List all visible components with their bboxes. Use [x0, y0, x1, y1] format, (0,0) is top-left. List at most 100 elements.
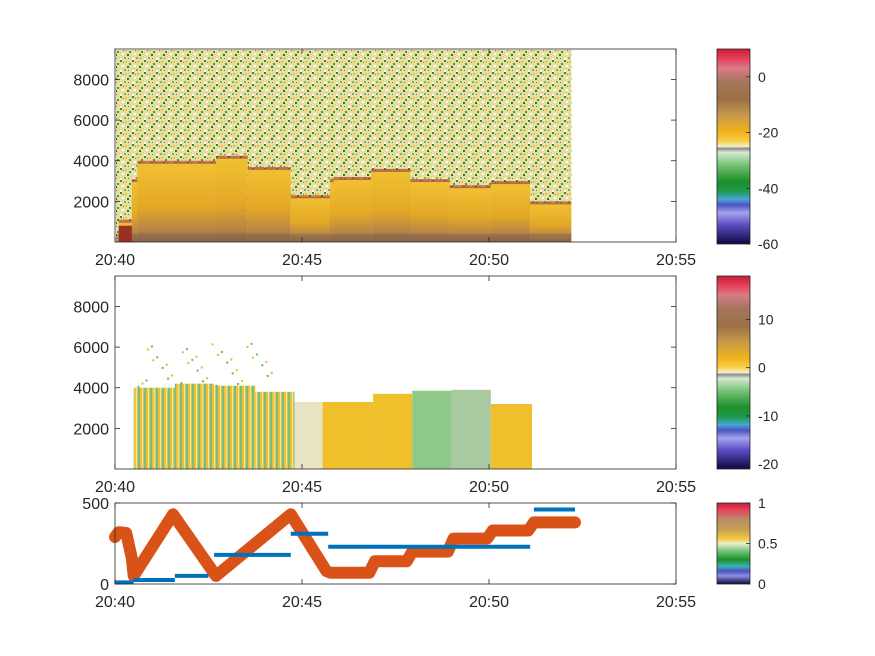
colorbar-tick-label: 0: [758, 360, 766, 376]
velocity-segment: [133, 387, 175, 469]
velocity-segment: [373, 393, 413, 469]
x-tick-label: 20:45: [282, 479, 322, 496]
y-tick-label: 2000: [73, 421, 109, 438]
x-tick-label: 20:40: [95, 252, 135, 269]
colorbar: [716, 48, 751, 245]
speckle: [152, 359, 155, 362]
speckle: [250, 342, 253, 345]
segment-top-edge: [371, 168, 411, 172]
colorbar-tick-label: -20: [758, 456, 778, 472]
velocity-segment: [255, 391, 295, 469]
speckle: [255, 353, 258, 356]
speckle: [145, 379, 148, 382]
speckle: [187, 362, 190, 365]
panel-1: 20:40 20:45 20:50 20:55 2000 4000 6000 8000 0 -20…: [73, 48, 778, 269]
y-tick-label: 8000: [73, 72, 109, 89]
velocity-segment: [412, 390, 452, 469]
speckle: [156, 356, 159, 359]
speckle: [161, 366, 164, 369]
segment-top-edge: [333, 177, 372, 181]
speckle: [181, 351, 184, 354]
speckle: [241, 379, 244, 382]
x-tick-label: 20:40: [95, 594, 135, 611]
velocity-segment: [214, 385, 256, 469]
series-orange-line: [109, 508, 581, 582]
segment-top-edge: [290, 195, 331, 199]
speckle: [261, 364, 264, 367]
speckle: [251, 356, 254, 359]
velocity-segment: [322, 401, 374, 469]
x-tick-label: 20:55: [656, 479, 696, 496]
signal-segment: [247, 168, 291, 242]
colorbar-tick-label: 0.5: [758, 536, 778, 552]
segment-top-edge: [131, 179, 138, 183]
signal-segment: [333, 179, 372, 242]
speckle: [246, 345, 249, 348]
y-tick-label: 6000: [73, 340, 109, 357]
signal-segment: [449, 187, 491, 242]
x-tick-label: 20:45: [282, 594, 322, 611]
colorbar-tick-label: -60: [758, 236, 778, 252]
y-tick-label: 8000: [73, 299, 109, 316]
speckle: [146, 348, 149, 351]
velocity-segment: [294, 401, 323, 469]
speckle: [231, 372, 234, 375]
speckle: [195, 355, 198, 358]
segment-top-edge: [215, 155, 248, 159]
signal-segment: [490, 183, 531, 242]
colorbar-tick-label: 10: [758, 311, 774, 327]
speckle: [215, 384, 218, 387]
velocity-segment: [490, 403, 533, 469]
colorbar-tick-label: -10: [758, 408, 778, 424]
axes-box: [114, 502, 677, 585]
y-tick-label: 6000: [73, 113, 109, 130]
y-tick-label: 4000: [73, 381, 109, 398]
panel-3: 20:40 20:45 20:50 20:55 0 500 1 0.5 0: [82, 495, 777, 611]
segment-top-edge: [118, 219, 132, 223]
x-tick-label: 20:50: [469, 479, 509, 496]
signal-segment: [137, 162, 166, 242]
segment-top-edge: [165, 160, 216, 164]
segment-top-edge: [410, 179, 450, 183]
speckle: [226, 361, 229, 364]
speckle: [220, 350, 223, 353]
speckle: [185, 348, 188, 351]
x-tick-label: 20:55: [656, 594, 696, 611]
speckle: [235, 369, 238, 372]
speckle: [266, 374, 269, 377]
x-tick-label: 20:50: [469, 252, 509, 269]
signal-segment: [131, 181, 138, 242]
signal-segment: [410, 181, 450, 242]
segment-top-edge: [490, 181, 531, 185]
axes-box: [114, 48, 677, 243]
segment-top-edge: [449, 185, 491, 189]
colorbar-tick-label: 0: [758, 576, 766, 592]
speckle: [200, 366, 203, 369]
velocity-segment: [451, 389, 491, 469]
speckle: [137, 385, 140, 388]
x-tick-label: 20:40: [95, 479, 135, 496]
speckle: [180, 382, 183, 385]
speckle: [265, 361, 268, 364]
segment-top-edge: [137, 160, 166, 164]
speckle: [150, 345, 153, 348]
velocity-segment: [174, 383, 215, 469]
colorbar: [716, 275, 751, 470]
speckle: [270, 371, 273, 374]
speckle: [141, 382, 144, 385]
y-tick-label: 2000: [73, 194, 109, 211]
panel-2: 20:40 20:45 20:50 20:55 2000 4000 6000 8000 10 0 -…: [73, 275, 778, 496]
signal-segment: [371, 170, 411, 242]
speckle: [176, 385, 179, 388]
ground-band: [116, 233, 572, 242]
speckle: [206, 377, 209, 380]
speckle: [165, 363, 168, 366]
y-tick-label: 0: [100, 577, 109, 594]
x-tick-label: 20:55: [656, 252, 696, 269]
speckle: [171, 374, 174, 377]
y-tick-label: 500: [82, 496, 109, 513]
axes-box: [114, 275, 677, 470]
y-tick-label: 4000: [73, 154, 109, 171]
segment-top-edge: [330, 179, 334, 183]
